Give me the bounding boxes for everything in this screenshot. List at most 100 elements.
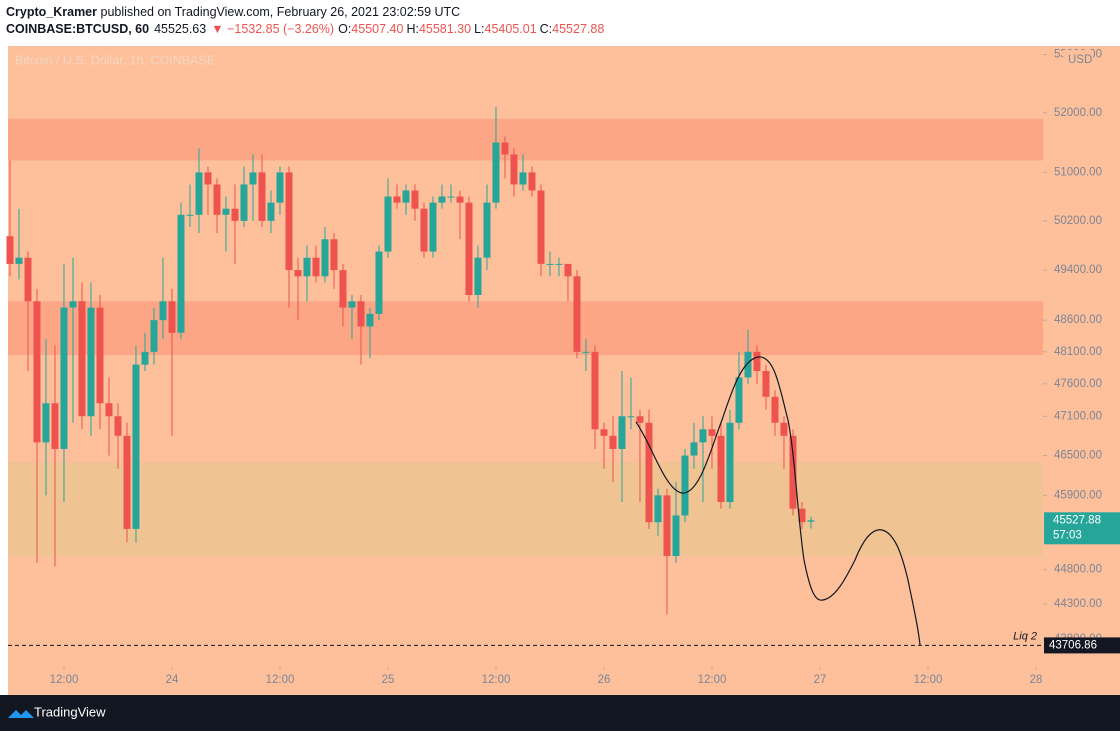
candle-body xyxy=(492,142,500,203)
o-label: O: xyxy=(338,22,351,36)
price-line-box xyxy=(1044,637,1120,654)
candle-body xyxy=(51,403,59,449)
candle-body xyxy=(456,196,464,203)
h-label: H: xyxy=(406,22,419,36)
candle-body xyxy=(6,236,14,264)
candle-body xyxy=(483,202,491,258)
candle-body xyxy=(420,208,428,252)
candle-body xyxy=(357,301,365,327)
x-tick-label: 12:00 xyxy=(50,674,79,686)
candle-body xyxy=(708,429,716,436)
l: 45405.01 xyxy=(485,22,537,36)
o: 45507.40 xyxy=(351,22,403,36)
candle-body xyxy=(240,184,248,221)
logo xyxy=(8,710,34,718)
candle-body xyxy=(168,301,176,333)
y-tick-label: 49400.00 xyxy=(1054,264,1102,276)
c: 45527.88 xyxy=(552,22,604,36)
y-tick-label: 44800.00 xyxy=(1054,564,1102,576)
candle-body xyxy=(474,257,482,296)
candle-body xyxy=(276,172,284,203)
x-tick-label: 27 xyxy=(814,674,827,686)
author: Crypto_Kramer xyxy=(6,5,97,19)
watermark: Bitcoin / U.S. Dollar, 1h, COINBASE xyxy=(15,53,215,67)
candle-body xyxy=(348,301,356,308)
candle-body xyxy=(402,190,410,203)
y-tick-label: 52000.00 xyxy=(1054,107,1102,119)
candle-body xyxy=(105,403,113,417)
candle-body xyxy=(573,276,581,352)
y-tick-label: 48600.00 xyxy=(1054,314,1102,326)
footer-bg xyxy=(0,695,1120,731)
zone xyxy=(8,118,1043,161)
x-tick-label: 12:00 xyxy=(266,674,295,686)
last-price-box xyxy=(1044,512,1120,545)
candle-body xyxy=(807,520,815,522)
candle-body xyxy=(681,455,689,516)
candle-body xyxy=(645,422,653,523)
candle-body xyxy=(33,301,41,443)
candle-body xyxy=(159,301,167,321)
candle-body xyxy=(267,202,275,221)
candle-body xyxy=(438,196,446,203)
l-label: L: xyxy=(474,22,484,36)
header-bg xyxy=(0,0,1120,46)
candle-body xyxy=(69,301,77,308)
candle-body xyxy=(519,172,527,185)
candle-body xyxy=(744,351,752,378)
x-tick-label: 12:00 xyxy=(698,674,727,686)
y-tick-label: 47600.00 xyxy=(1054,378,1102,390)
c-label: C: xyxy=(540,22,553,36)
candle-body xyxy=(510,154,518,185)
candle-body xyxy=(195,172,203,215)
x-tick-label: 25 xyxy=(382,674,395,686)
y-tick-label: 44300.00 xyxy=(1054,598,1102,610)
candle-body xyxy=(285,172,293,271)
y-tick-label: 47100.00 xyxy=(1054,410,1102,422)
candle-body xyxy=(393,196,401,203)
candle-body xyxy=(654,495,662,523)
candle-body xyxy=(699,429,707,443)
price-line-value: 43706.86 xyxy=(1049,639,1097,651)
candle-body xyxy=(528,172,536,191)
candle-body xyxy=(330,239,338,271)
x-tick-label: 12:00 xyxy=(482,674,511,686)
candle-body xyxy=(231,208,239,221)
candle-body xyxy=(465,202,473,296)
candle-body xyxy=(42,403,50,443)
candle-body xyxy=(213,184,221,215)
candle-body xyxy=(384,196,392,252)
candle-body xyxy=(132,364,140,529)
candle-body xyxy=(780,422,788,436)
price-line-label: Liq 2 xyxy=(1013,630,1037,642)
candle-body xyxy=(762,371,770,397)
candle-body xyxy=(114,416,122,436)
candle-body xyxy=(663,495,671,557)
x-tick-label: 12:00 xyxy=(914,674,943,686)
y-tick-label: 46500.00 xyxy=(1054,450,1102,462)
candle-body xyxy=(537,190,545,264)
y-tick-label: 45900.00 xyxy=(1054,489,1102,501)
candle-body xyxy=(78,301,86,417)
candle-body xyxy=(447,196,455,198)
candle-body xyxy=(771,396,779,423)
candle-body xyxy=(123,435,131,529)
candle-body xyxy=(627,416,635,418)
currency: USD xyxy=(1068,54,1092,66)
change: ▼ −1532.85 (−3.26%) xyxy=(211,22,334,36)
candle-body xyxy=(186,214,194,216)
candle-body xyxy=(366,313,374,327)
candle-body xyxy=(96,307,104,404)
candle-body xyxy=(618,416,626,449)
candle-body xyxy=(312,257,320,277)
candle-body xyxy=(591,351,599,430)
candle-body xyxy=(222,208,230,215)
candle-body xyxy=(501,142,509,155)
candle-body xyxy=(411,190,419,209)
candle-body xyxy=(15,257,23,264)
header-line-2: COINBASE:BTCUSD, 60 45525.63 ▼ −1532.85 (−… xyxy=(6,22,604,36)
candle-body xyxy=(555,263,563,265)
candle-body xyxy=(60,307,68,449)
